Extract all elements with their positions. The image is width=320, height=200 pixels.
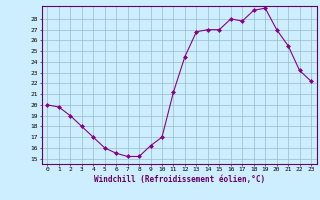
X-axis label: Windchill (Refroidissement éolien,°C): Windchill (Refroidissement éolien,°C) [94,175,265,184]
